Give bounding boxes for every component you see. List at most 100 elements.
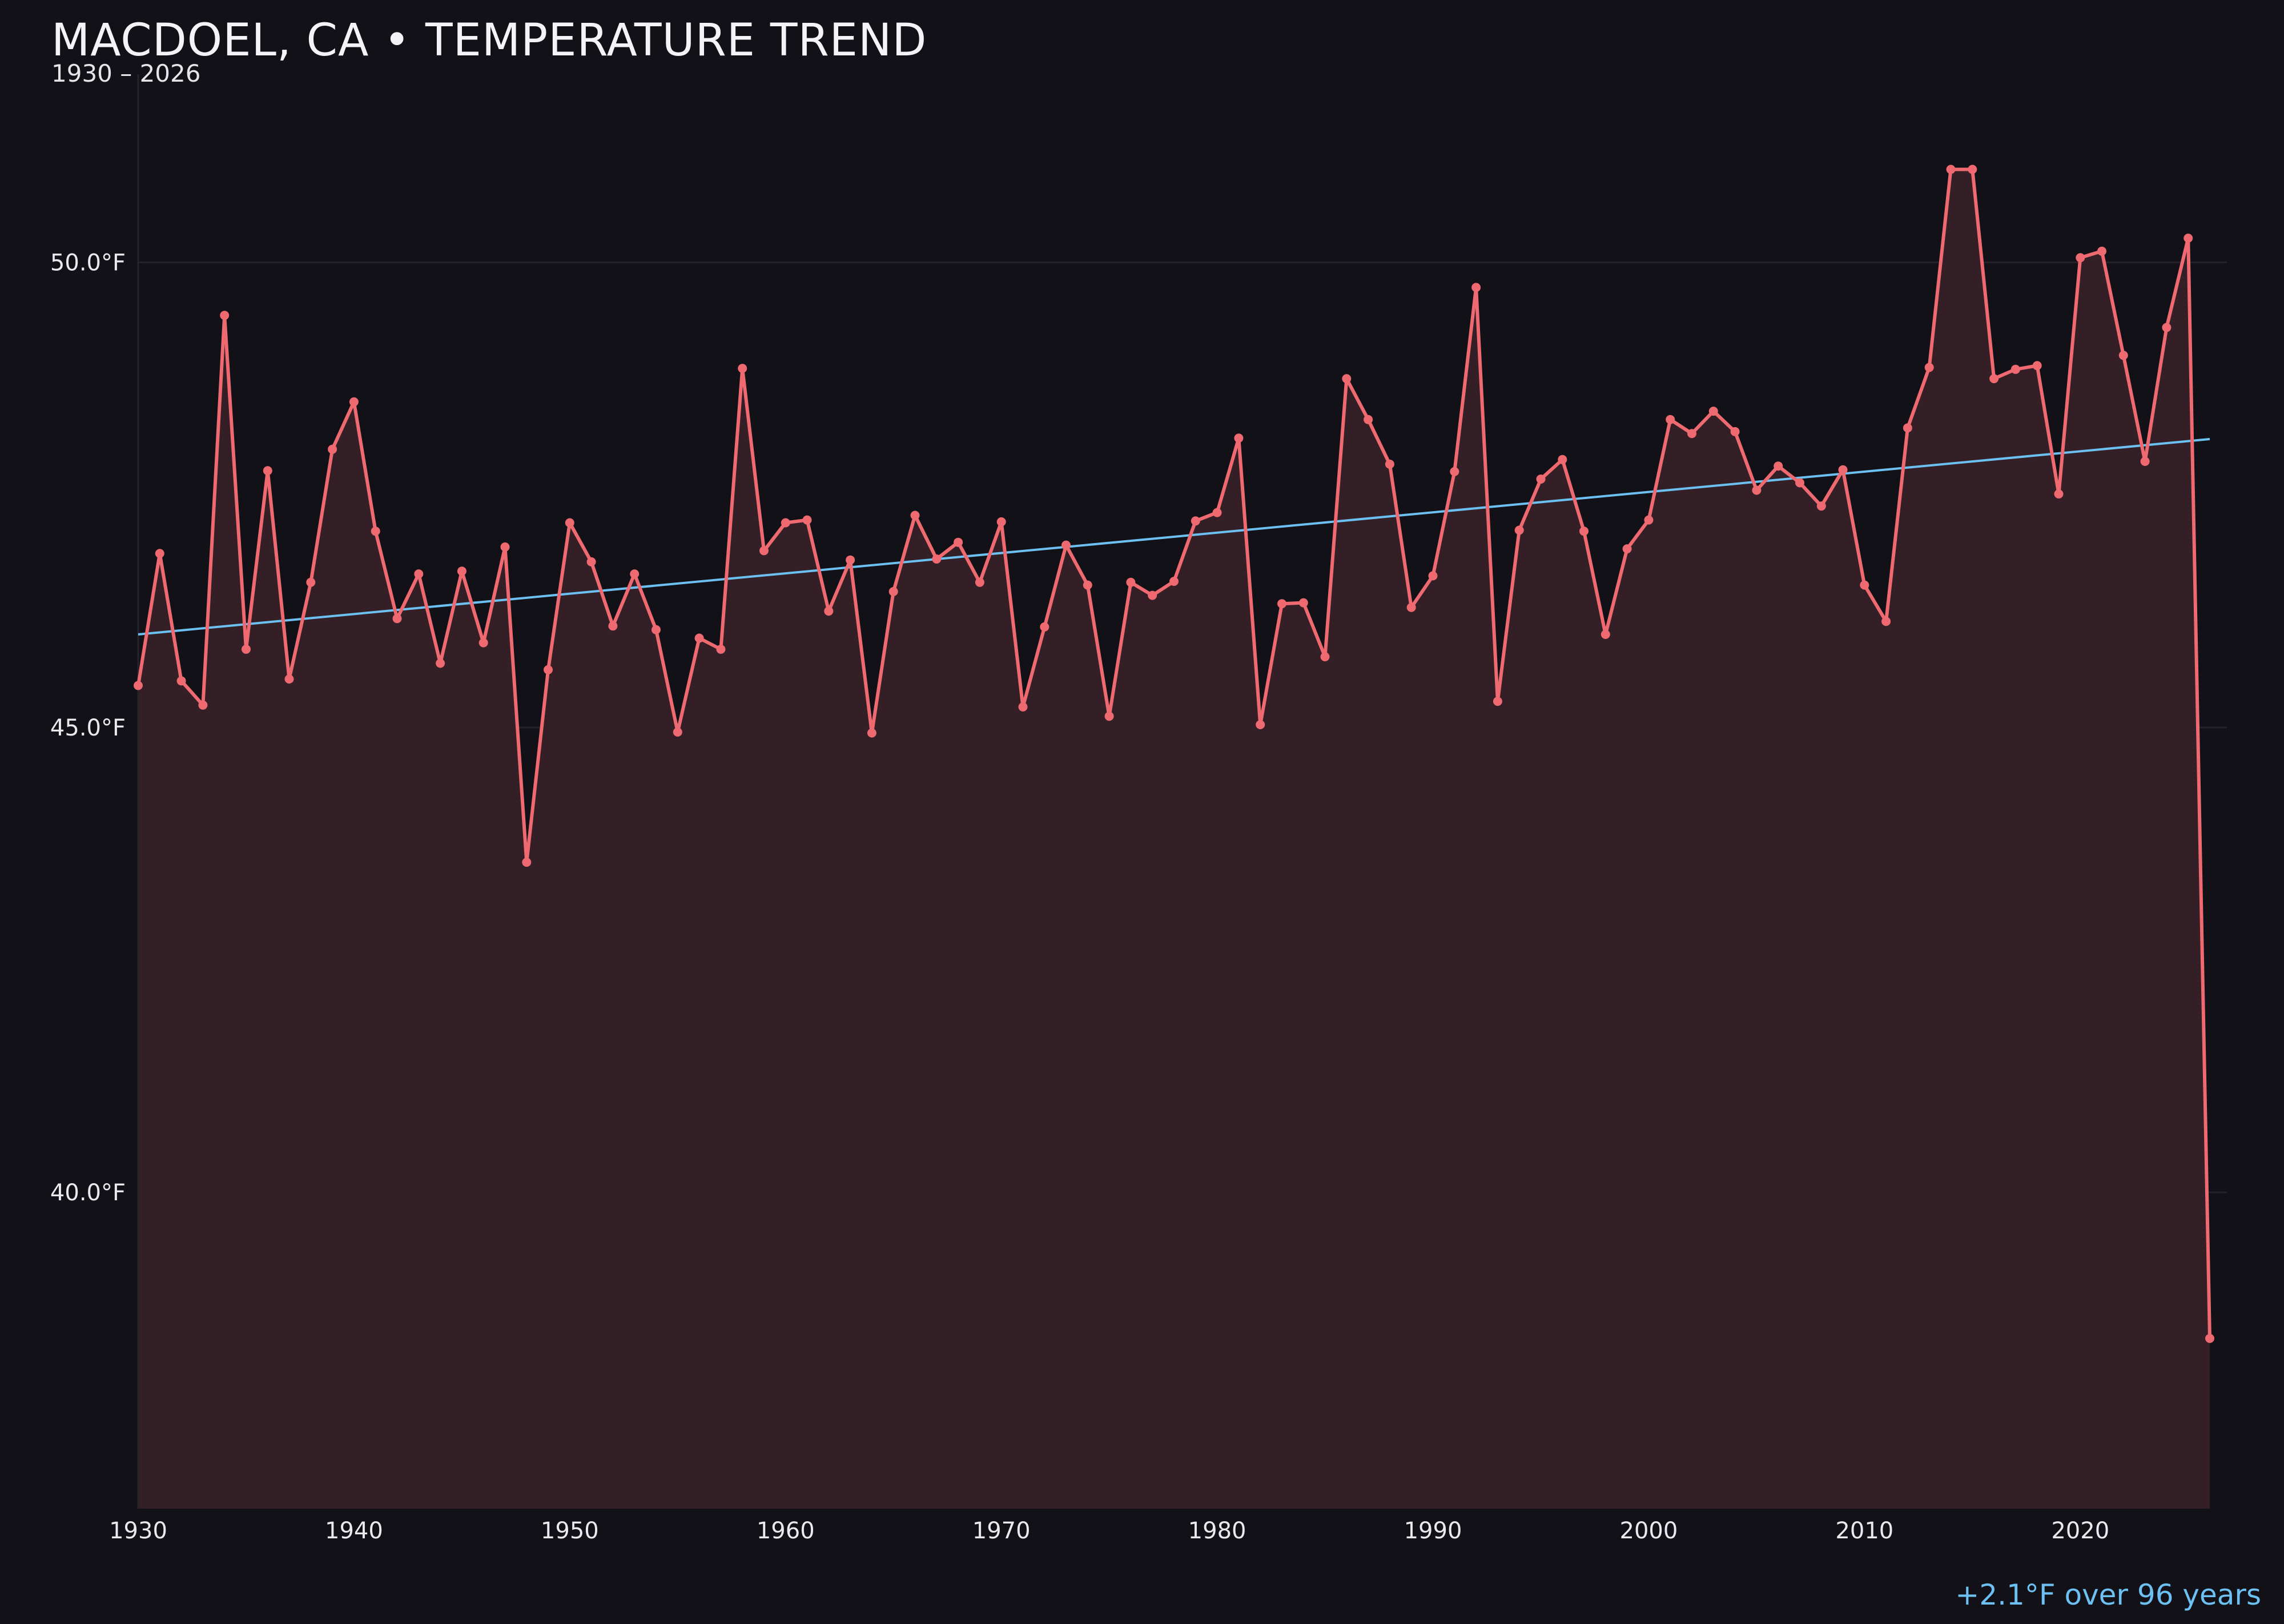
- data-point: [910, 510, 920, 520]
- data-point: [198, 700, 208, 710]
- data-point: [1860, 580, 1869, 590]
- data-point: [759, 546, 769, 556]
- data-point: [155, 549, 164, 558]
- data-point: [2205, 1333, 2214, 1343]
- data-point: [1061, 540, 1071, 550]
- data-point: [673, 727, 682, 737]
- data-point: [1212, 508, 1222, 517]
- x-tick-label: 1930: [109, 1518, 167, 1544]
- data-point: [1558, 455, 1567, 464]
- data-point: [802, 515, 812, 525]
- data-point: [1881, 617, 1891, 626]
- data-point: [2184, 234, 2193, 243]
- data-point: [1406, 602, 1416, 612]
- data-point: [932, 554, 942, 564]
- data-point: [1320, 652, 1330, 662]
- data-point: [1471, 283, 1481, 292]
- data-point: [694, 633, 704, 643]
- data-point: [1514, 525, 1524, 535]
- data-point: [1104, 711, 1114, 721]
- x-tick-label: 1950: [541, 1518, 599, 1544]
- data-point: [220, 311, 230, 320]
- data-point: [1687, 429, 1696, 439]
- data-point: [478, 638, 488, 648]
- x-tick-label: 1940: [325, 1518, 383, 1544]
- data-point: [1169, 577, 1179, 586]
- data-point: [1644, 515, 1654, 525]
- data-point: [781, 518, 790, 528]
- data-point: [2140, 457, 2150, 466]
- data-point: [1364, 415, 1373, 424]
- x-tick-label: 2010: [1835, 1518, 1893, 1544]
- trend-layer: [138, 437, 2210, 636]
- data-point: [1256, 720, 1265, 729]
- data-point: [867, 728, 876, 738]
- data-point: [2054, 489, 2064, 499]
- data-point: [522, 858, 532, 867]
- data-point: [1493, 697, 1502, 706]
- x-tick-label: 1970: [972, 1518, 1031, 1544]
- temperature-area-fill: [138, 169, 2210, 1509]
- data-point: [1450, 467, 1459, 476]
- data-point: [1989, 374, 1999, 384]
- data-point: [630, 569, 640, 579]
- data-point: [1536, 475, 1546, 484]
- trend-line: [138, 437, 2210, 636]
- data-point: [1666, 415, 1675, 424]
- data-point: [414, 569, 424, 579]
- data-point: [2118, 351, 2128, 360]
- data-point: [1838, 465, 1848, 475]
- chart-title: MACDOEL, CA • TEMPERATURE TREND: [51, 15, 927, 66]
- data-point: [586, 557, 596, 566]
- data-point: [1752, 485, 1762, 495]
- y-tick-label: 50.0°F: [50, 250, 126, 276]
- data-point: [1018, 702, 1028, 711]
- data-point: [1126, 577, 1136, 587]
- data-point: [1083, 580, 1092, 590]
- data-point: [1816, 501, 1826, 511]
- data-point: [2010, 364, 2020, 374]
- data-point: [1298, 598, 1308, 608]
- data-point: [242, 645, 251, 654]
- data-point: [975, 577, 984, 587]
- data-point: [1795, 478, 1804, 488]
- data-point: [2097, 246, 2106, 256]
- data-point: [846, 555, 855, 565]
- data-point: [954, 537, 963, 547]
- data-point: [608, 621, 618, 631]
- series-points-layer: [134, 164, 2214, 1343]
- area-fill-layer: [138, 169, 2210, 1509]
- data-point: [392, 614, 402, 624]
- data-point: [2162, 323, 2172, 332]
- data-point: [2032, 361, 2042, 371]
- data-point: [1601, 630, 1610, 639]
- data-point: [328, 444, 337, 454]
- data-point: [824, 606, 834, 616]
- y-tick-labels: 40.0°F 45.0°F 50.0°F: [50, 250, 126, 1206]
- data-point: [996, 517, 1006, 526]
- data-point: [1234, 433, 1244, 443]
- x-tick-label: 1980: [1188, 1518, 1246, 1544]
- data-point: [306, 577, 316, 587]
- data-point: [1903, 423, 1912, 433]
- data-point: [888, 587, 898, 596]
- data-point: [1148, 590, 1157, 600]
- data-point: [176, 676, 186, 686]
- data-point: [500, 542, 510, 552]
- chart-subtitle: 1930 – 2026: [51, 59, 201, 87]
- x-tick-label: 2020: [2051, 1518, 2109, 1544]
- trend-annotation: +2.1°F over 96 years: [1955, 1578, 2261, 1611]
- data-point: [134, 681, 143, 690]
- y-tick-label: 45.0°F: [50, 715, 126, 741]
- data-point: [1342, 374, 1352, 384]
- data-point: [457, 566, 467, 576]
- data-point: [716, 645, 726, 654]
- data-point: [263, 466, 272, 476]
- data-point: [2076, 253, 2085, 263]
- data-point: [1385, 459, 1394, 469]
- data-point: [1968, 164, 1977, 174]
- data-point: [1924, 363, 1934, 372]
- data-point: [1730, 427, 1740, 436]
- data-point: [1579, 526, 1589, 536]
